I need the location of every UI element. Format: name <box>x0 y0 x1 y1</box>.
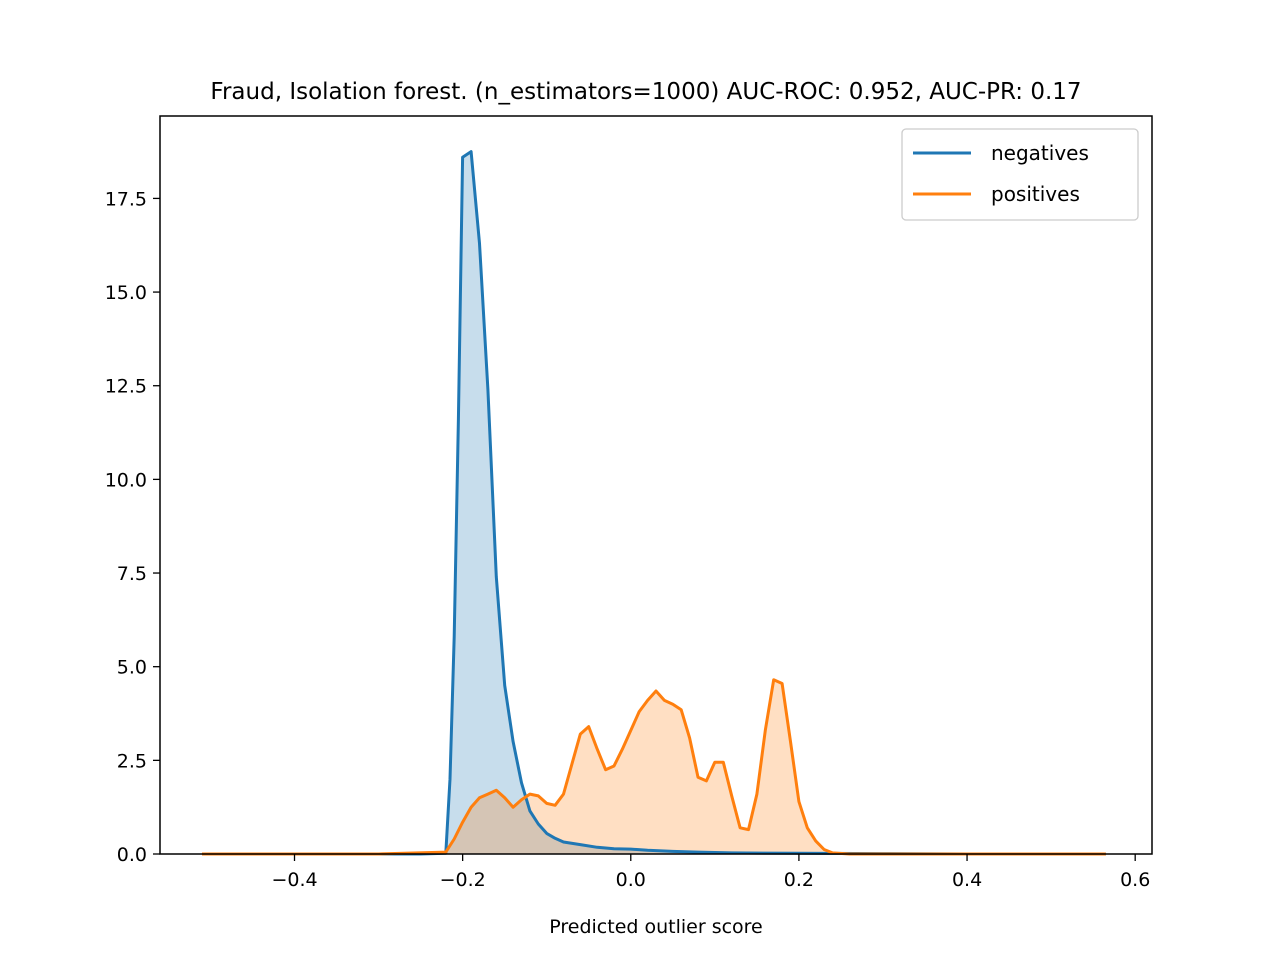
legend-label-positives: positives <box>991 182 1080 206</box>
y-tick-label: 15.0 <box>105 282 147 304</box>
series-area-positives <box>202 679 1106 854</box>
x-axis: −0.4 −0.2 0.0 0.2 0.4 0.6 <box>271 854 1150 891</box>
x-tick-label: −0.2 <box>440 869 486 891</box>
x-tick-label: 0.0 <box>616 869 646 891</box>
y-tick-label: 17.5 <box>105 188 147 210</box>
y-tick-label: 12.5 <box>105 376 147 398</box>
series-line-negatives <box>202 150 1106 856</box>
x-tick-label: 0.6 <box>1120 869 1150 891</box>
series-line-positives <box>202 678 1106 856</box>
legend-label-negatives: negatives <box>991 141 1089 165</box>
y-tick-label: 10.0 <box>105 469 147 491</box>
y-tick-label: 5.0 <box>117 657 147 679</box>
x-tick-label: −0.4 <box>271 869 317 891</box>
y-tick-label: 7.5 <box>117 563 147 585</box>
legend: negatives positives <box>901 128 1139 221</box>
series-line-layer <box>202 150 1106 856</box>
axes-frame <box>159 115 1153 855</box>
x-tick-label: 0.4 <box>952 869 982 891</box>
y-axis: 0.0 2.5 5.0 7.5 10.0 12.5 15.0 17.5 <box>105 188 160 866</box>
x-tick-label: 0.2 <box>784 869 814 891</box>
x-axis-label: Predicted outlier score <box>549 916 763 938</box>
series-fill-layer <box>202 151 1106 855</box>
chart-title: Fraud, Isolation forest. (n_estimators=1… <box>210 79 1081 105</box>
y-tick-label: 2.5 <box>117 750 147 772</box>
y-tick-label: 0.0 <box>117 844 147 866</box>
